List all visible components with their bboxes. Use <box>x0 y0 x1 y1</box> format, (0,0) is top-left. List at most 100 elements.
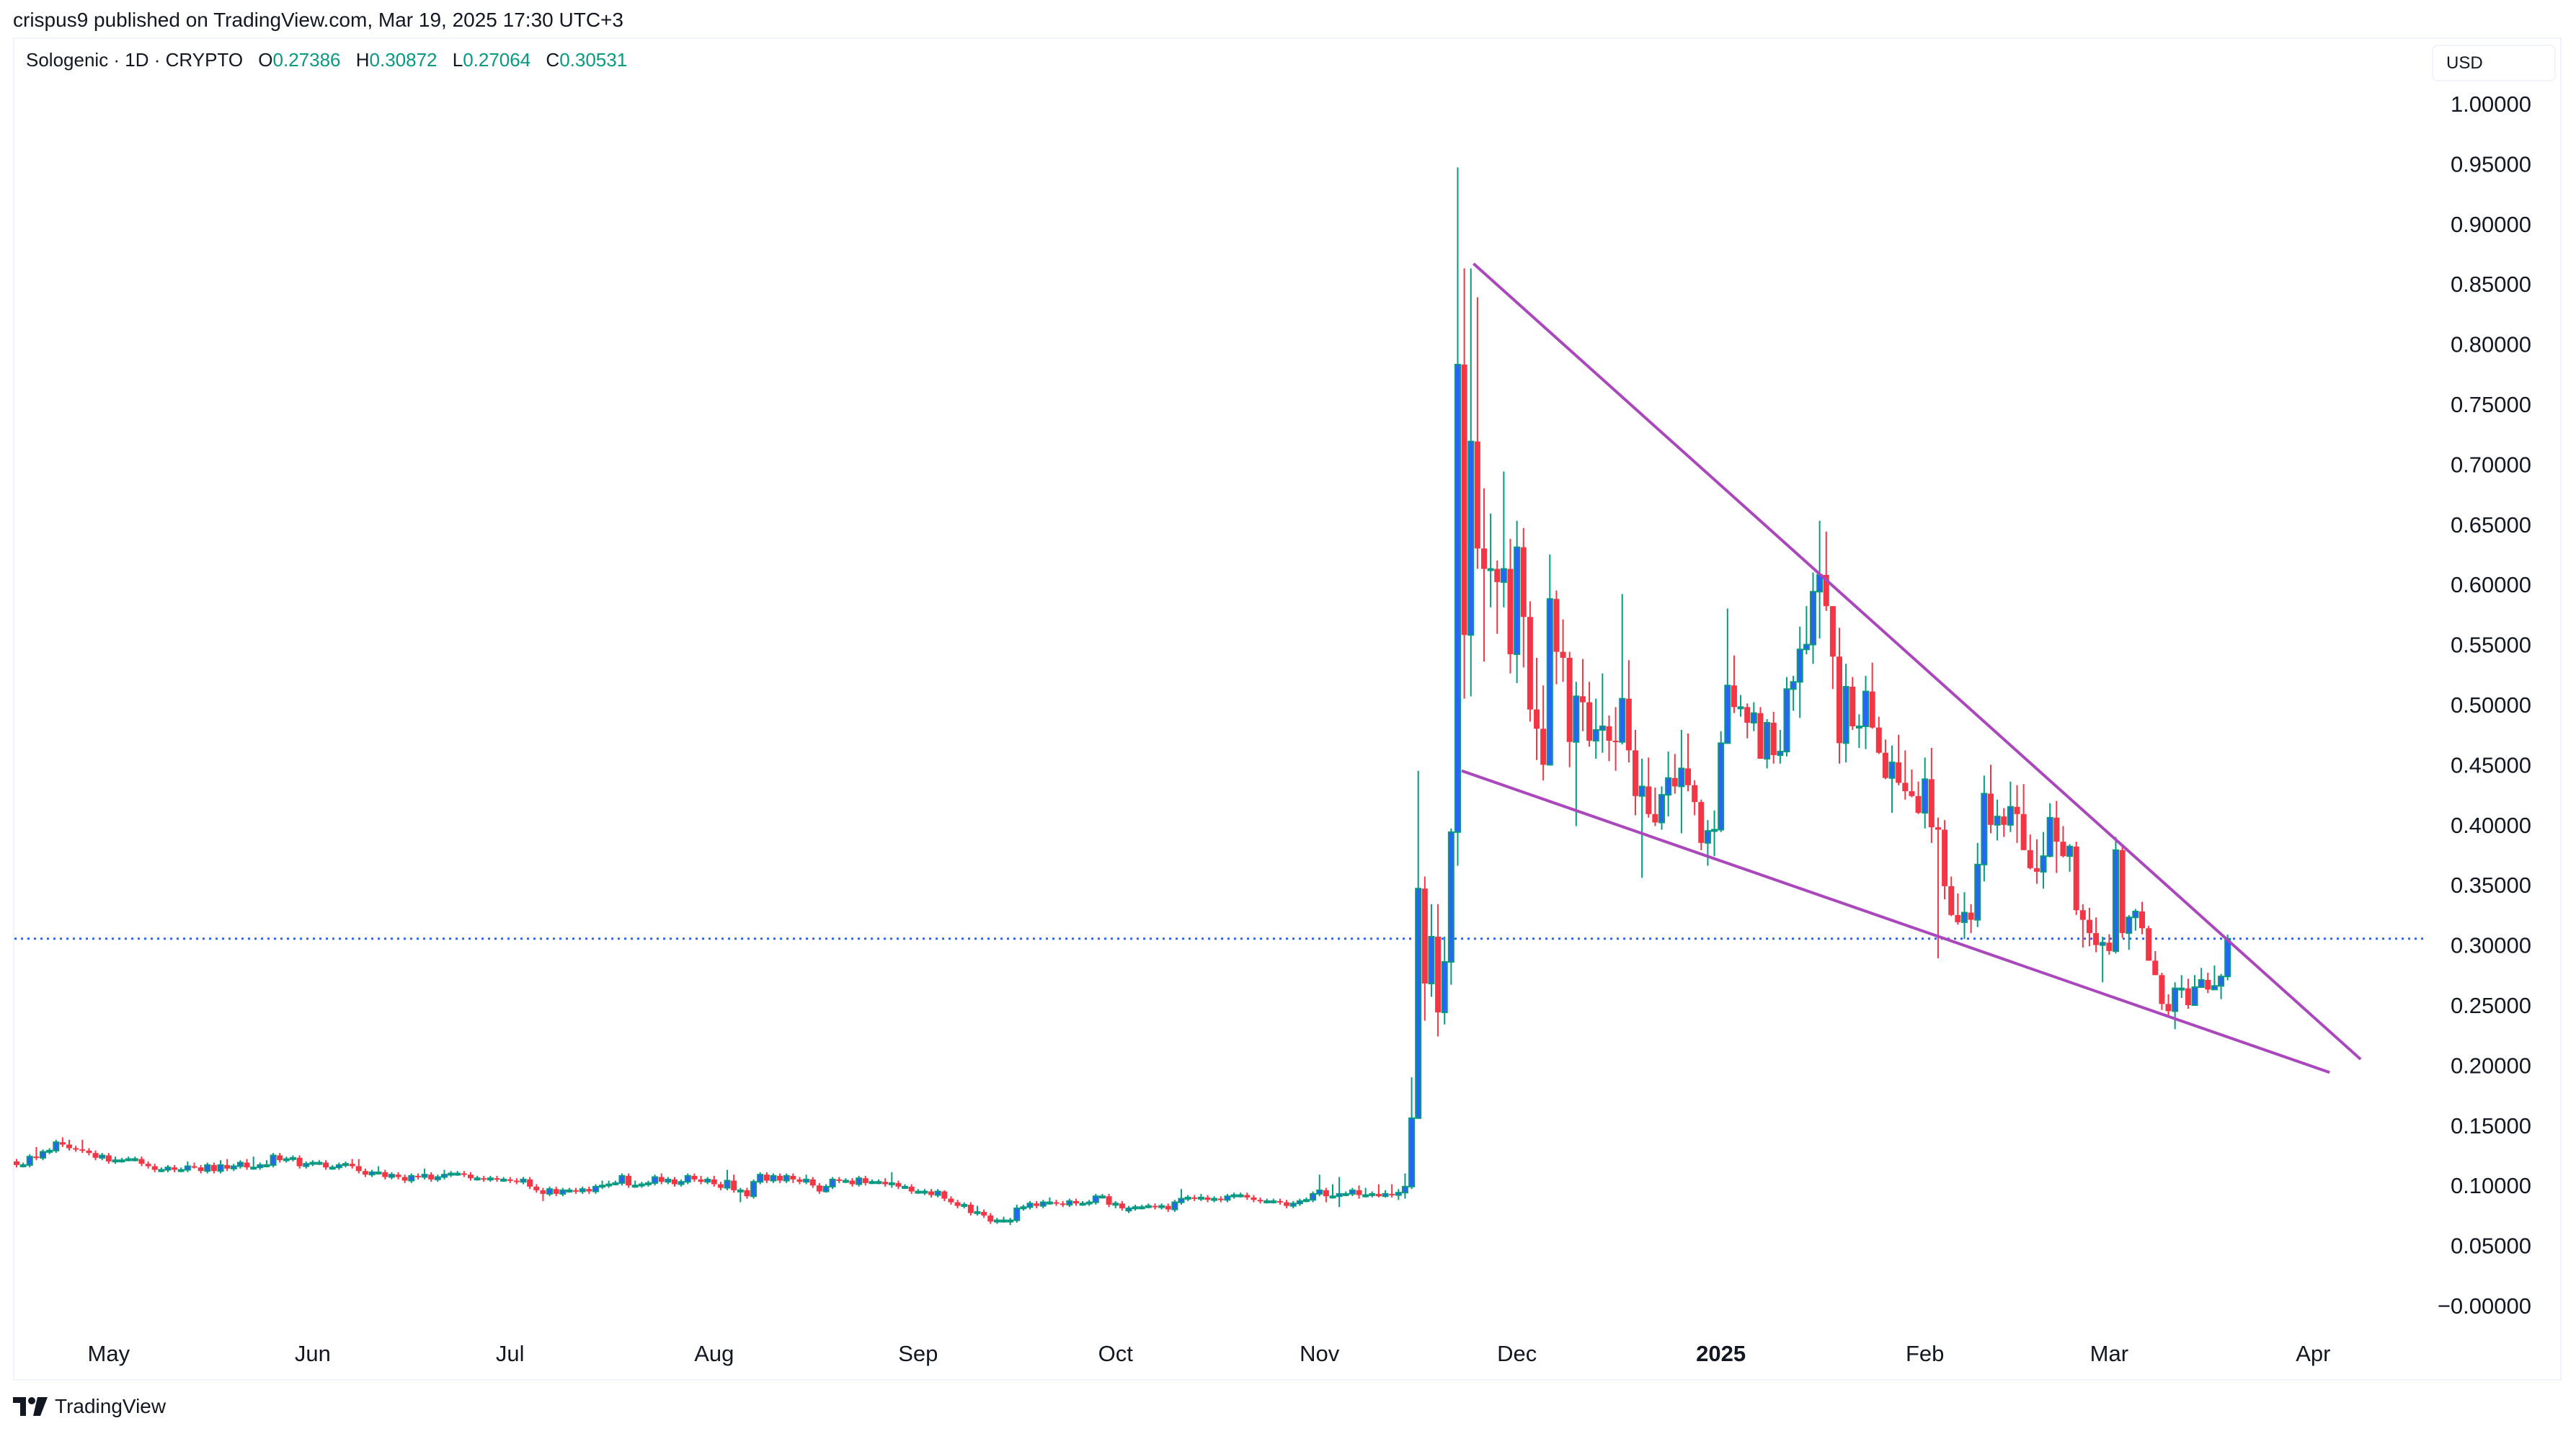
candle-body <box>145 1164 151 1167</box>
candle-body <box>1764 722 1771 760</box>
candle-bearish <box>1988 764 1994 834</box>
candle-body <box>1178 1198 1185 1203</box>
candle-bullish <box>1092 1193 1099 1205</box>
candle-body <box>1645 786 1652 814</box>
time-tick-label: Oct <box>1098 1341 1134 1366</box>
candle-body <box>1540 728 1547 765</box>
time-tick-label: 2025 <box>1696 1341 1746 1366</box>
candle-body <box>1389 1193 1395 1195</box>
candle-body <box>1435 936 1442 1013</box>
candle-body <box>197 1167 204 1172</box>
candle-body <box>2099 942 2106 946</box>
time-tick-label: Mar <box>2090 1341 2128 1366</box>
candle-bearish <box>1836 628 1843 764</box>
candle-body <box>1132 1206 1139 1210</box>
candle-body <box>33 1156 40 1159</box>
candle-bullish <box>1855 714 1862 749</box>
candle-bullish <box>1796 626 1803 718</box>
candle-bullish <box>177 1167 185 1172</box>
candle-body <box>644 1182 652 1185</box>
candle-bullish <box>822 1184 830 1193</box>
candle-bullish <box>652 1174 659 1186</box>
candle-bullish <box>1514 520 1521 683</box>
candle-body <box>86 1150 92 1154</box>
candle-body <box>1915 795 1922 813</box>
candle-bearish <box>1534 657 1540 760</box>
time-tick-label: Sep <box>898 1341 938 1366</box>
candle-body <box>2066 845 2074 857</box>
candle-body <box>2060 842 2066 857</box>
candle-bearish <box>533 1184 540 1193</box>
candle-bullish <box>1803 606 1810 654</box>
candle-bullish <box>1783 677 1790 757</box>
candle-bearish <box>698 1175 704 1185</box>
candle-body <box>1395 1192 1402 1196</box>
candle-body <box>546 1188 554 1195</box>
candle-bullish <box>204 1162 211 1174</box>
candle-body <box>974 1211 981 1214</box>
candle-body <box>684 1174 691 1183</box>
candle-bullish <box>1020 1204 1027 1211</box>
candle-bearish <box>92 1150 99 1161</box>
candle-bullish <box>1310 1191 1317 1203</box>
candle-body <box>172 1167 178 1170</box>
candle-body <box>1329 1195 1336 1199</box>
candle-bearish <box>2119 846 2126 938</box>
candle-bearish <box>1955 893 1961 925</box>
candle-bullish <box>869 1179 876 1185</box>
candle-bullish <box>1487 513 1494 607</box>
upper-trendline[interactable] <box>1473 262 2362 1061</box>
time-tick-label: Apr <box>2296 1341 2330 1366</box>
candle-bearish <box>323 1160 329 1170</box>
candle-bearish <box>1276 1198 1283 1205</box>
candle-bullish <box>1974 842 1981 927</box>
candle-body <box>217 1164 224 1172</box>
symbol-title[interactable]: Sologenic · 1D · CRYPTO <box>26 49 244 71</box>
candle-body <box>2152 960 2159 976</box>
price-tick-label: 0.95000 <box>2451 151 2531 177</box>
lower-trendline[interactable] <box>1461 769 2330 1074</box>
candle-body <box>2033 868 2040 872</box>
candle-body <box>1487 568 1494 571</box>
candle-bullish <box>1960 892 1968 940</box>
candle-body <box>1323 1190 1329 1197</box>
candle-body <box>342 1163 349 1167</box>
candle-bullish <box>1711 810 1718 857</box>
candle-body <box>236 1162 244 1167</box>
candle-body <box>296 1157 303 1167</box>
candle-bullish <box>1066 1198 1073 1208</box>
candle-bearish <box>2001 808 2007 837</box>
candle-bullish <box>230 1164 237 1172</box>
candle-bearish <box>1520 527 1527 668</box>
candle-body <box>1125 1207 1132 1212</box>
candle-bullish <box>217 1160 224 1174</box>
tradingview-logo[interactable]: TradingView <box>13 1395 166 1418</box>
candle-bullish <box>1230 1192 1238 1199</box>
candle-bullish <box>164 1164 172 1172</box>
candle-body <box>862 1178 869 1183</box>
candle-body <box>1888 762 1896 779</box>
candle-bullish <box>19 1162 27 1168</box>
candle-bullish <box>1790 675 1797 711</box>
chart-frame <box>13 37 2562 1381</box>
candle-bullish <box>1447 828 1454 985</box>
candle-body <box>507 1179 513 1181</box>
candle-body <box>533 1186 540 1190</box>
candle-bearish <box>941 1190 948 1201</box>
candle-body <box>244 1162 250 1168</box>
candle-body <box>1724 685 1731 744</box>
candle-bullish <box>1211 1196 1218 1203</box>
candle-body <box>573 1190 579 1192</box>
candle-body <box>1428 935 1435 984</box>
candle-body <box>665 1178 672 1183</box>
candle-bearish <box>1566 651 1573 767</box>
candle-bullish <box>1329 1184 1336 1199</box>
currency-button[interactable]: USD <box>2432 45 2556 81</box>
candle-body <box>1960 911 1968 923</box>
candle-body <box>355 1166 362 1172</box>
candle-bearish <box>401 1174 408 1183</box>
candle-bearish <box>1119 1200 1125 1211</box>
candle-body <box>941 1191 948 1199</box>
candle-bearish <box>66 1139 73 1151</box>
